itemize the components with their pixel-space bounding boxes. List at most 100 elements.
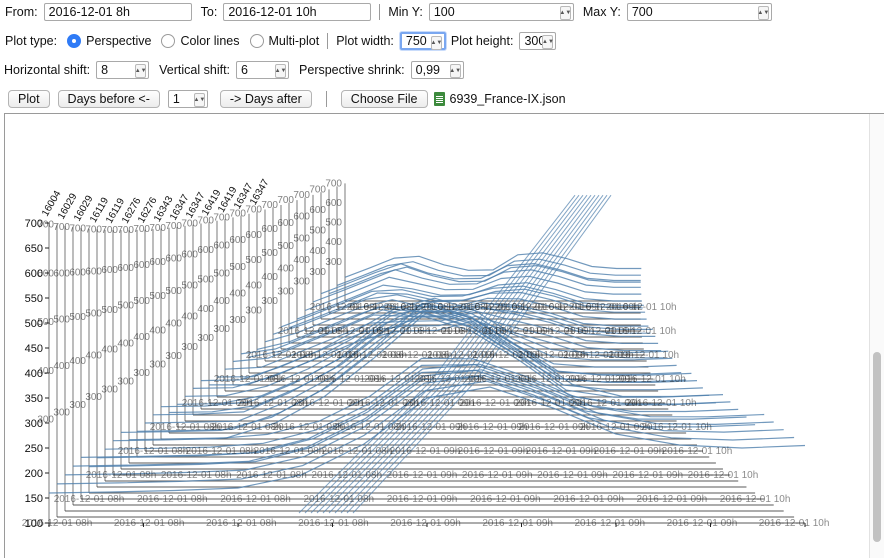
x-tick-label: 2016-12-01 09h [518, 350, 589, 361]
x-tick-label: 2016-12-01 09h [553, 494, 624, 505]
x-tick-label: 2016-12-01 08h [319, 326, 390, 337]
plot-width-value: 750 [405, 34, 427, 48]
layer-y-label: 700 [53, 222, 70, 233]
days-before-button[interactable]: Days before <- [57, 90, 160, 108]
layer-y-label: 700 [37, 220, 54, 231]
x-tick-label: 2016-12-01 08h [236, 470, 307, 481]
series-line [344, 252, 642, 278]
radio-color-lines[interactable] [161, 34, 176, 48]
radio-perspective[interactable] [67, 34, 82, 48]
layer-y-label: 300 [197, 333, 214, 344]
days-input[interactable]: 1 ▲▼ [167, 90, 208, 108]
max-y-input[interactable]: 700 ▲▼ [626, 3, 772, 21]
days-after-button[interactable]: -> Days after [219, 90, 312, 108]
layer-y-label: 500 [85, 308, 102, 319]
horizontal-shift-label: Horizontal shift: [4, 63, 91, 77]
x-tick-label: 2016-12-01 08h [336, 350, 407, 361]
x-tick-label: 2016-12-01 08h [182, 398, 253, 409]
x-tick-label: 2016-12-01 09h [495, 302, 566, 313]
days-stepper[interactable]: ▲▼ [193, 93, 205, 107]
wave-front-line [328, 194, 596, 514]
json-file-icon [433, 92, 445, 106]
x-tick-label: 2016-12-01 09h [563, 350, 634, 361]
x-tick-label: 2016-12-01 09h [465, 374, 536, 385]
plot-type-row: Plot type: Perspective Color lines Multi… [0, 29, 557, 53]
perspective-shrink-input[interactable]: 0,99 ▲▼ [410, 61, 464, 79]
layer-y-label: 300 [165, 351, 182, 362]
layer-y-label: 300 [309, 267, 326, 278]
layer-y-label: 400 [213, 296, 230, 307]
series-line [80, 363, 765, 458]
layer-y-label: 600 [133, 260, 150, 271]
plot-area: 100 150 200 250 300 350 400 450 500 550 600 650 700 7… [4, 113, 884, 558]
min-y-stepper[interactable]: ▲▼ [559, 6, 571, 20]
to-input[interactable]: 2016-12-01 10h [223, 3, 372, 21]
perspective-chart: 1001502002503003504004505005506006507007… [22, 177, 830, 530]
y-tick-label: 450 [25, 343, 43, 355]
layer-y-label: 600 [229, 235, 246, 246]
radio-multi-plot[interactable] [249, 34, 264, 48]
layer-y-label: 700 [165, 221, 182, 232]
choose-file-button[interactable]: Choose File [340, 90, 428, 108]
series-line [280, 285, 644, 328]
series-line [144, 309, 703, 424]
layer-y-label: 700 [293, 190, 310, 201]
y-tick-label: 500 [25, 318, 43, 330]
plot-height-stepper[interactable]: ▲▼ [542, 35, 554, 49]
vertical-scrollbar[interactable] [869, 114, 884, 558]
y-tick-label: 300 [25, 418, 43, 430]
plot-width-stepper[interactable]: ▲▼ [430, 36, 442, 50]
series-line [112, 357, 731, 442]
wave-front-line [334, 194, 600, 514]
series-line [136, 312, 710, 432]
layer-y-label: 700 [197, 216, 214, 227]
from-input[interactable]: 2016-12-01 8h [43, 3, 192, 21]
perspective-shrink-stepper[interactable]: ▲▼ [449, 64, 461, 78]
layer-y-label: 400 [101, 345, 118, 356]
series-line [96, 369, 747, 459]
layer-y-label: 400 [69, 356, 86, 367]
separator [325, 91, 327, 107]
vertical-shift-stepper[interactable]: ▲▼ [275, 64, 286, 78]
x-tick-label: 2016-12-01 08h [384, 302, 455, 313]
plot-height-input[interactable]: 300 ▲▼ [519, 32, 557, 50]
horizontal-shift-stepper[interactable]: ▲▼ [135, 64, 147, 78]
to-label: To: [200, 5, 218, 19]
x-tick-label: 2016-12-01 09h [395, 422, 466, 433]
horizontal-shift-input[interactable]: 8 ▲▼ [96, 61, 150, 79]
x-tick-label: 2016-12-01 08h [206, 518, 277, 529]
y-tick-label: 250 [25, 443, 43, 455]
x-tick-label: 2016-12-01 08h [86, 470, 157, 481]
series-line [288, 288, 643, 329]
min-y-input[interactable]: 100 ▲▼ [428, 3, 574, 21]
layer-y-label: 400 [245, 280, 262, 291]
series-line [312, 269, 641, 303]
layer-y-label: 600 [181, 249, 198, 260]
x-tick-label: 2016-12-01 09h [524, 326, 595, 337]
layer-y-label: 700 [133, 224, 150, 235]
x-tick-label: 2016-12-01 08h [401, 326, 472, 337]
x-tick-label: 2016-12-01 09h [390, 518, 461, 529]
layer-y-label: 400 [53, 361, 70, 372]
layer-y-label: 700 [309, 184, 326, 195]
layer-y-label: 700 [149, 223, 166, 234]
layer-y-label: 300 [277, 286, 294, 297]
plot-width-input[interactable]: 750 ▲▼ [399, 32, 446, 50]
scrollbar-thumb[interactable] [873, 352, 881, 542]
layer-y-label: 500 [277, 241, 294, 252]
series-line [64, 374, 784, 476]
x-tick-label: 2016-12-01 08h [382, 350, 453, 361]
max-y-stepper[interactable]: ▲▼ [757, 6, 769, 20]
wave-front-line [304, 194, 580, 514]
vertical-shift-input[interactable]: 6 ▲▼ [236, 61, 290, 79]
series-line [56, 380, 795, 485]
radio-perspective-label: Perspective [86, 34, 152, 48]
layer-y-label: 300 [85, 392, 102, 403]
layer-y-label: 500 [213, 268, 230, 279]
layer-y-label: 400 [37, 366, 54, 377]
layer-y-label: 600 [69, 268, 86, 279]
plot-button[interactable]: Plot [8, 90, 50, 108]
x-tick-label: 2016-12-01 08h [137, 494, 208, 505]
x-tick-label: 2016-12-01 08h [246, 350, 317, 361]
layer-y-label: 400 [165, 318, 182, 329]
